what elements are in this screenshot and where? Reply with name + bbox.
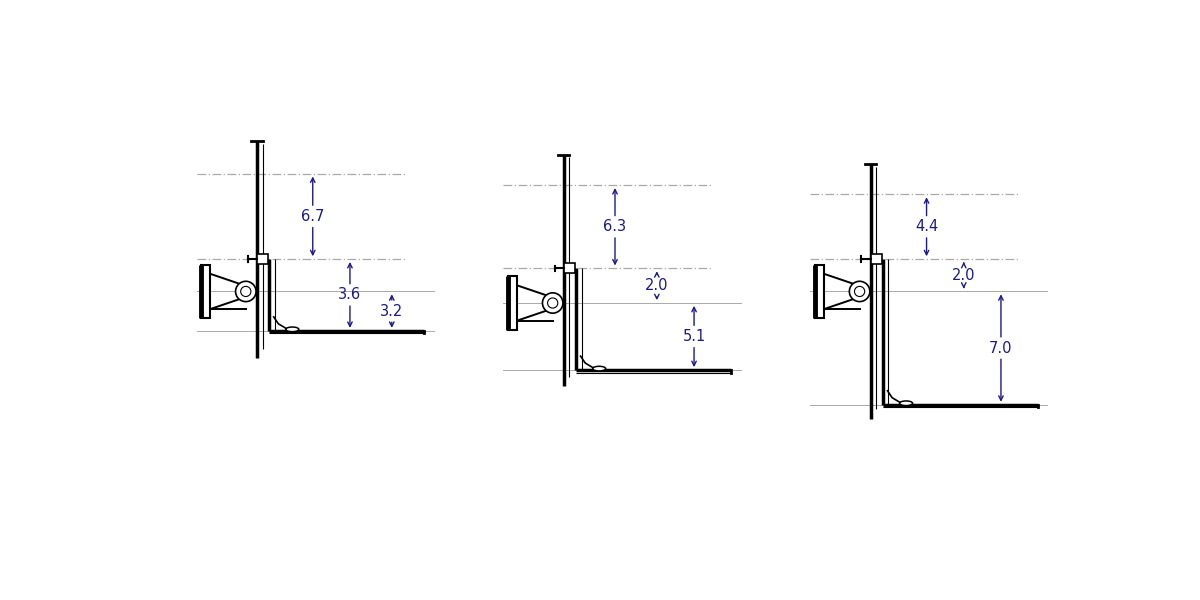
Text: 3.2: 3.2 (380, 304, 403, 319)
Ellipse shape (286, 327, 299, 332)
Bar (202, 265, 210, 318)
Bar (564, 263, 575, 274)
Text: 2.0: 2.0 (646, 278, 668, 293)
Text: 6.7: 6.7 (301, 209, 324, 224)
Ellipse shape (241, 286, 251, 296)
Ellipse shape (235, 281, 256, 302)
Text: 7.0: 7.0 (989, 341, 1013, 356)
Ellipse shape (593, 366, 606, 371)
Bar (508, 277, 517, 329)
Text: 5.1: 5.1 (683, 329, 706, 344)
Bar (257, 254, 268, 264)
Text: 3.6: 3.6 (338, 287, 361, 302)
Text: 6.3: 6.3 (604, 219, 626, 234)
Text: 4.4: 4.4 (914, 219, 938, 234)
Ellipse shape (850, 281, 870, 302)
Ellipse shape (854, 286, 865, 296)
Ellipse shape (900, 401, 913, 406)
Ellipse shape (542, 293, 563, 313)
Ellipse shape (547, 298, 558, 308)
Text: 2.0: 2.0 (952, 268, 976, 283)
Bar (815, 265, 824, 318)
Bar (871, 254, 882, 264)
